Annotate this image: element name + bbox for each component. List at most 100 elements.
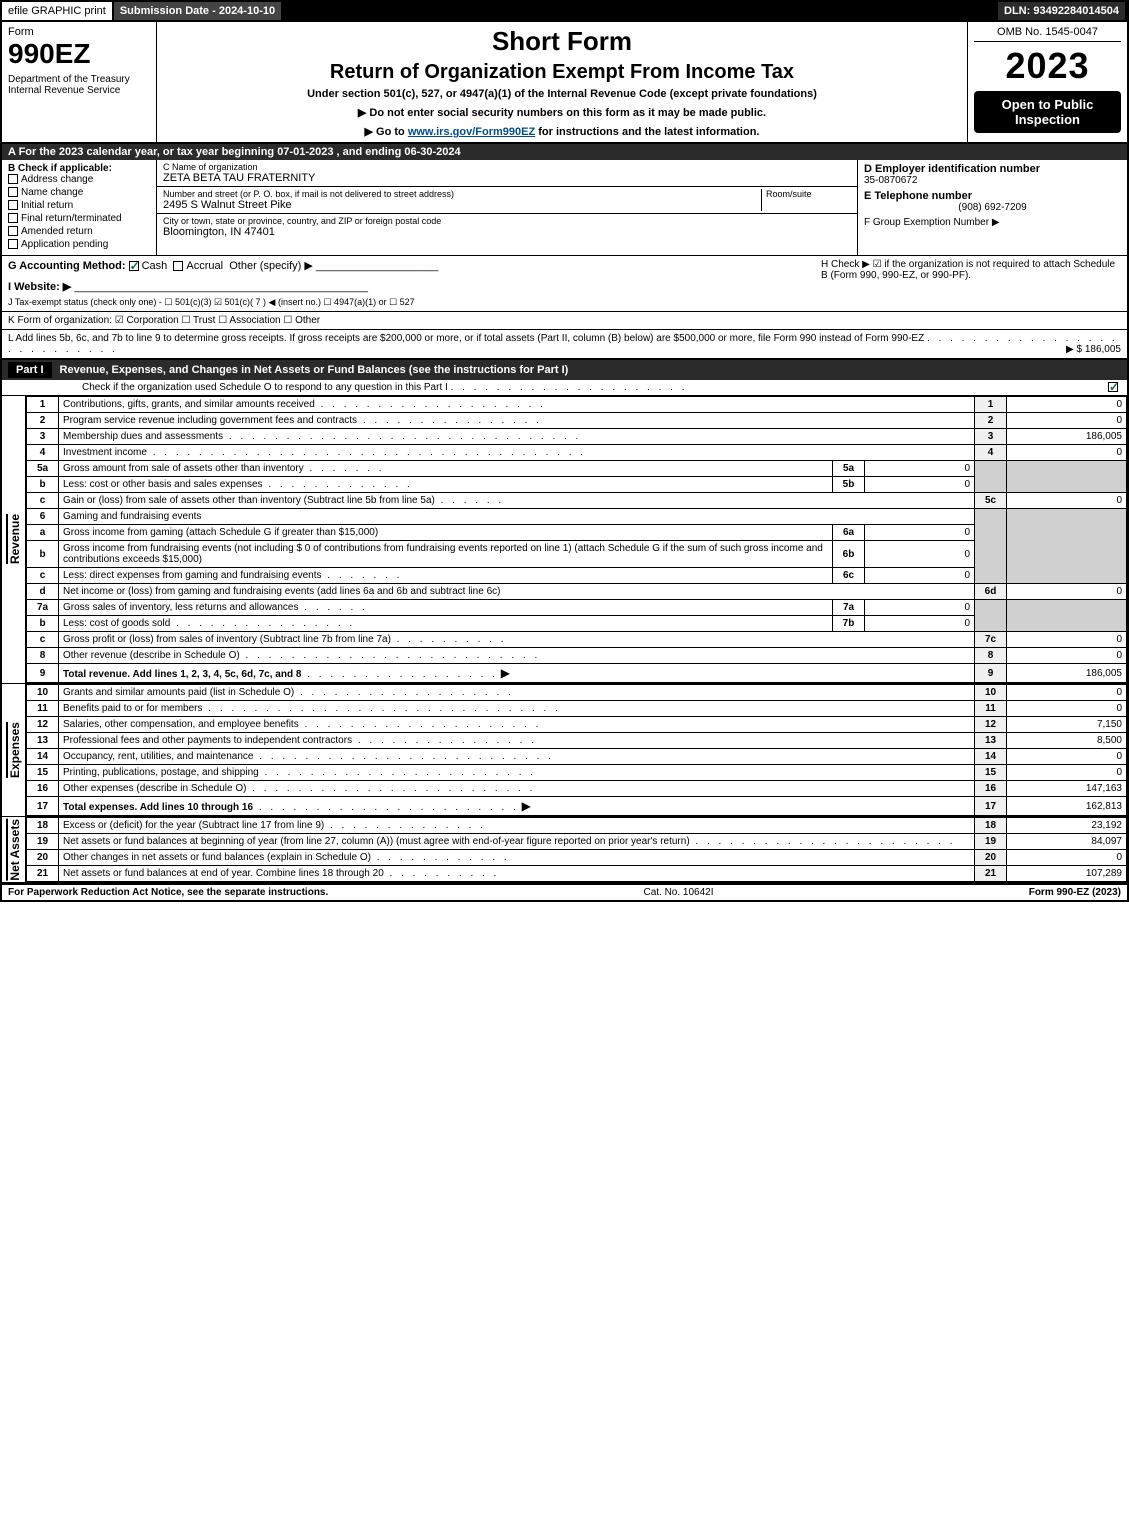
check-address-change-label: Address change xyxy=(21,174,93,185)
row-g: G Accounting Method: Cash Accrual Other … xyxy=(8,259,821,272)
submission-date: Submission Date - 2024-10-10 xyxy=(114,2,283,20)
row-6a: aGross income from gaming (attach Schedu… xyxy=(27,525,1127,541)
open-to-public: Open to Public Inspection xyxy=(974,91,1121,133)
footer-right: Form 990-EZ (2023) xyxy=(1029,887,1121,898)
row-6b: bGross income from fundraising events (n… xyxy=(27,541,1127,568)
form-number: 990EZ xyxy=(8,38,150,70)
sidebar-revenue: Revenue xyxy=(6,514,22,564)
sidebar-expenses: Expenses xyxy=(6,722,22,778)
row-h: H Check ▶ ☑ if the organization is not r… xyxy=(821,259,1121,308)
row-4: 4Investment income . . . . . . . . . . .… xyxy=(27,445,1127,461)
city-value: Bloomington, IN 47401 xyxy=(163,226,851,238)
check-amended[interactable]: Amended return xyxy=(8,226,150,237)
check-final-return[interactable]: Final return/terminated xyxy=(8,213,150,224)
check-name-change[interactable]: Name change xyxy=(8,187,150,198)
check-amended-label: Amended return xyxy=(21,226,93,237)
check-app-pending-label: Application pending xyxy=(21,239,108,250)
row-20: 20Other changes in net assets or fund ba… xyxy=(27,850,1127,866)
room-label: Room/suite xyxy=(766,189,851,199)
col-b-title: B Check if applicable: xyxy=(8,163,150,174)
phone-value: (908) 692-7209 xyxy=(864,202,1121,213)
check-cash[interactable] xyxy=(129,261,139,271)
row-8: 8Other revenue (describe in Schedule O) … xyxy=(27,648,1127,664)
check-name-change-label: Name change xyxy=(21,187,83,198)
check-initial-return-label: Initial return xyxy=(21,200,73,211)
row-k: K Form of organization: ☑ Corporation ☐ … xyxy=(2,312,1127,330)
row-2: 2Program service revenue including gover… xyxy=(27,413,1127,429)
header-left: Form 990EZ Department of the Treasury In… xyxy=(2,22,157,142)
check-schedule-o[interactable] xyxy=(1108,382,1118,392)
revenue-block: Revenue 1Contributions, gifts, grants, a… xyxy=(2,396,1127,684)
sidebar-net-assets: Net Assets xyxy=(6,819,22,881)
row-l-amount: ▶ $ 186,005 xyxy=(1066,344,1121,355)
website-label: I Website: ▶ xyxy=(8,281,71,293)
street-value: 2495 S Walnut Street Pike xyxy=(163,199,761,211)
check-accrual[interactable] xyxy=(173,261,183,271)
top-bar: efile GRAPHIC print Submission Date - 20… xyxy=(0,0,1129,22)
group-exemption-label: F Group Exemption Number ▶ xyxy=(864,217,1000,228)
header-mid: Short Form Return of Organization Exempt… xyxy=(157,22,967,142)
part1-header: Part I Revenue, Expenses, and Changes in… xyxy=(2,360,1127,380)
irs-link[interactable]: www.irs.gov/Form990EZ xyxy=(408,126,535,138)
row-g-h: G Accounting Method: Cash Accrual Other … xyxy=(2,256,1127,312)
expenses-block: Expenses 10Grants and similar amounts pa… xyxy=(2,684,1127,817)
row-17: 17Total expenses. Add lines 10 through 1… xyxy=(27,797,1127,816)
part1-label: Part I xyxy=(8,362,52,378)
row-5a: 5aGross amount from sale of assets other… xyxy=(27,461,1127,477)
row-10: 10Grants and similar amounts paid (list … xyxy=(27,685,1127,701)
row-11: 11Benefits paid to or for members . . . … xyxy=(27,701,1127,717)
accounting-method-label: G Accounting Method: xyxy=(8,260,126,272)
city-label: City or town, state or province, country… xyxy=(163,216,851,226)
row-5b: bLess: cost or other basis and sales exp… xyxy=(27,477,1127,493)
row-7c: cGross profit or (loss) from sales of in… xyxy=(27,632,1127,648)
section-a: A For the 2023 calendar year, or tax yea… xyxy=(2,144,1127,160)
part1-title: Revenue, Expenses, and Changes in Net As… xyxy=(60,364,569,376)
col-b: B Check if applicable: Address change Na… xyxy=(2,160,157,255)
bcdef-row: B Check if applicable: Address change Na… xyxy=(2,160,1127,256)
row-5c: cGain or (loss) from sale of assets othe… xyxy=(27,493,1127,509)
form-header: Form 990EZ Department of the Treasury In… xyxy=(2,22,1127,144)
row-l: L Add lines 5b, 6c, and 7b to line 9 to … xyxy=(2,330,1127,360)
form-word: Form xyxy=(8,26,150,38)
dln: DLN: 93492284014504 xyxy=(998,2,1127,20)
org-name: ZETA BETA TAU FRATERNITY xyxy=(163,172,851,184)
row-13: 13Professional fees and other payments t… xyxy=(27,733,1127,749)
check-final-return-label: Final return/terminated xyxy=(21,213,122,224)
phone-label: E Telephone number xyxy=(864,190,972,202)
row-1: 1Contributions, gifts, grants, and simil… xyxy=(27,397,1127,413)
tax-year: 2023 xyxy=(974,45,1121,87)
check-accrual-label: Accrual xyxy=(186,260,223,272)
under-section: Under section 501(c), 527, or 4947(a)(1)… xyxy=(163,88,961,100)
row-6: 6Gaming and fundraising events xyxy=(27,509,1127,525)
revenue-table: 1Contributions, gifts, grants, and simil… xyxy=(26,396,1127,683)
row-7a: 7aGross sales of inventory, less returns… xyxy=(27,600,1127,616)
row-19: 19Net assets or fund balances at beginni… xyxy=(27,834,1127,850)
goto-instructions: ▶ Go to www.irs.gov/Form990EZ for instru… xyxy=(163,125,961,138)
form-container: Form 990EZ Department of the Treasury In… xyxy=(0,22,1129,902)
row-7b: bLess: cost of goods sold . . . . . . . … xyxy=(27,616,1127,632)
row-3: 3Membership dues and assessments . . . .… xyxy=(27,429,1127,445)
footer-left: For Paperwork Reduction Act Notice, see … xyxy=(8,887,328,898)
footer-cat: Cat. No. 10642I xyxy=(643,887,713,898)
header-right: OMB No. 1545-0047 2023 Open to Public In… xyxy=(967,22,1127,142)
row-16: 16Other expenses (describe in Schedule O… xyxy=(27,781,1127,797)
col-c: C Name of organization ZETA BETA TAU FRA… xyxy=(157,160,857,255)
check-address-change[interactable]: Address change xyxy=(8,174,150,185)
ein-label: D Employer identification number xyxy=(864,163,1040,175)
org-name-label: C Name of organization xyxy=(163,162,851,172)
row-6d: dNet income or (loss) from gaming and fu… xyxy=(27,584,1127,600)
ein-value: 35-0870672 xyxy=(864,175,917,186)
check-app-pending[interactable]: Application pending xyxy=(8,239,150,250)
row-i: I Website: ▶ ___________________________… xyxy=(8,280,821,293)
row-12: 12Salaries, other compensation, and empl… xyxy=(27,717,1127,733)
check-initial-return[interactable]: Initial return xyxy=(8,200,150,211)
row-j: J Tax-exempt status (check only one) - ☐… xyxy=(8,297,821,308)
net-assets-block: Net Assets 18Excess or (deficit) for the… xyxy=(2,817,1127,884)
omb-number: OMB No. 1545-0047 xyxy=(974,26,1121,42)
efile-print[interactable]: efile GRAPHIC print xyxy=(2,2,114,20)
row-6c: cLess: direct expenses from gaming and f… xyxy=(27,568,1127,584)
row-21: 21Net assets or fund balances at end of … xyxy=(27,866,1127,882)
part1-sub-text: Check if the organization used Schedule … xyxy=(82,382,448,393)
row-l-text: L Add lines 5b, 6c, and 7b to line 9 to … xyxy=(8,333,924,344)
col-def: D Employer identification number35-08706… xyxy=(857,160,1127,255)
